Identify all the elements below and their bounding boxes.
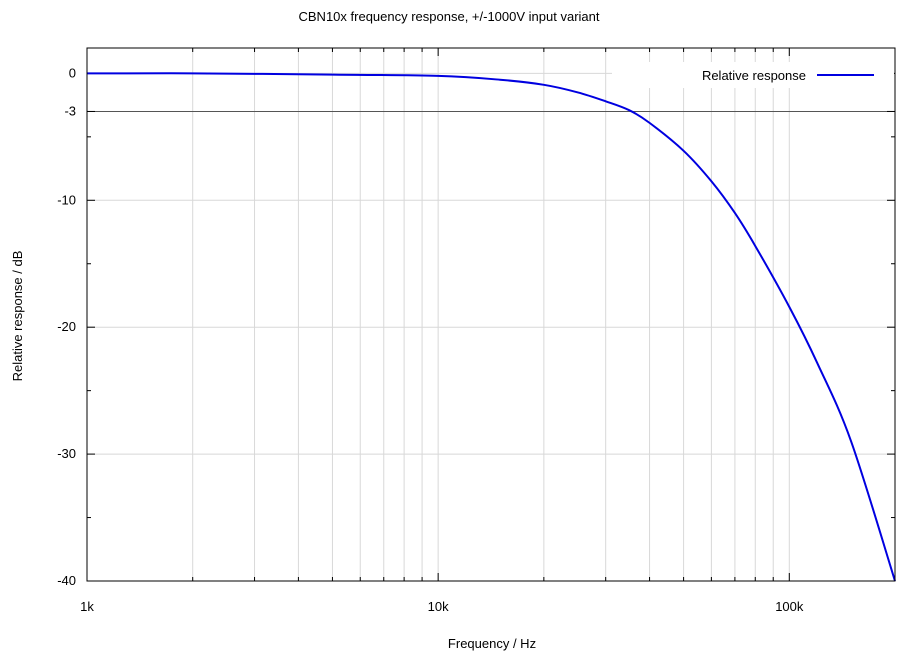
y-axis-label: Relative response / dB — [10, 251, 25, 382]
plot-frame — [86, 47, 896, 582]
x-tick-label: 1k — [80, 599, 94, 614]
y-tick-label: 0 — [69, 65, 76, 80]
plot-series — [86, 72, 896, 582]
legend-entry-label: Relative response — [702, 68, 806, 83]
x-axis-label: Frequency / Hz — [448, 636, 536, 651]
tick-labels: 0 -3 -10 -20 -30 -40 1k 10k 100k — [57, 65, 804, 614]
x-tick-label: 10k — [428, 599, 449, 614]
y-tick-label: -30 — [57, 446, 76, 461]
x-tick-label: 100k — [775, 599, 804, 614]
axis-ticks — [86, 48, 896, 582]
y-tick-label: -20 — [57, 319, 76, 334]
y-tick-label: -10 — [57, 192, 76, 207]
grid-lines — [87, 48, 896, 581]
series-line-relative-response — [86, 72, 896, 582]
chart-title: CBN10x frequency response, +/-1000V inpu… — [299, 9, 600, 24]
legend: Relative response — [612, 62, 894, 88]
y-tick-label: -40 — [57, 573, 76, 588]
y-tick-label: -3 — [64, 103, 76, 118]
